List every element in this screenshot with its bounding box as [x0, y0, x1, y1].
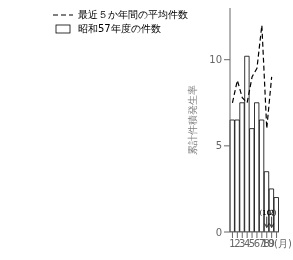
- svg-text:5: 5: [216, 140, 222, 151]
- svg-text:(2): (2): [267, 209, 277, 217]
- svg-text:10: 10: [209, 54, 222, 65]
- svg-text:累計件積発生率: 累計件積発生率: [187, 85, 198, 155]
- svg-text:0: 0: [216, 227, 222, 238]
- svg-text:10(月): 10(月): [261, 238, 285, 249]
